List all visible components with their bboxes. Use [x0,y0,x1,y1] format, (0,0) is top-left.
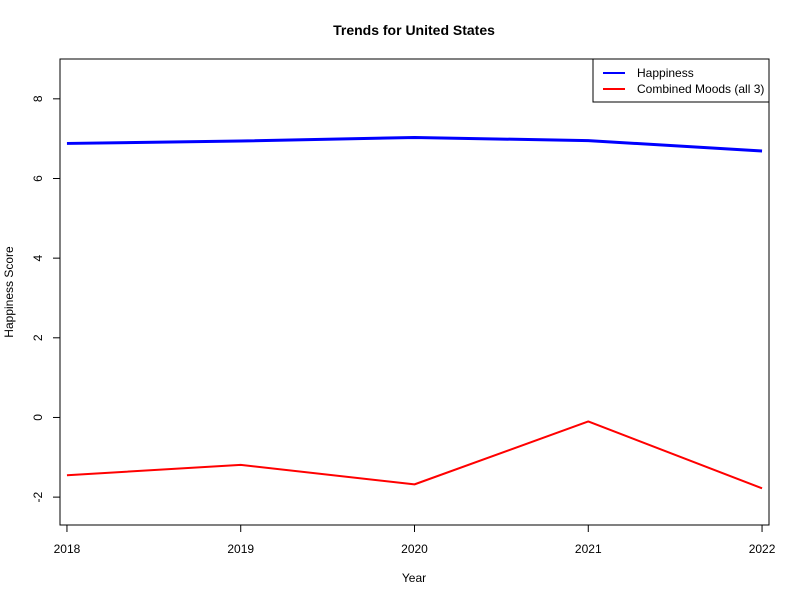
legend-label: Combined Moods (all 3) [637,82,764,96]
series-layer [66,135,763,490]
y-tick-label: 6 [31,175,45,182]
x-tick-label: 2020 [401,542,428,556]
y-tick-label: 2 [31,334,45,341]
x-tick-label: 2022 [749,542,776,556]
y-tick-label: 4 [31,254,45,261]
y-axis: -2 0 2 4 6 8 [31,95,60,502]
x-tick-label: 2019 [227,542,254,556]
y-tick-label: 0 [31,414,45,421]
series-line-happiness [66,135,763,153]
legend-label: Happiness [637,66,694,80]
y-tick-label: -2 [31,491,45,502]
chart-title: Trends for United States [333,22,495,38]
plot-frame [59,58,770,526]
x-axis: 2018 2019 2020 2021 2022 [54,525,776,556]
legend: Happiness Combined Moods (all 3) [592,58,770,103]
x-tick-label: 2021 [575,542,602,556]
series-line-combined-moods [66,420,763,490]
legend-box [592,58,770,103]
x-axis-title: Year [402,571,426,585]
x-tick-label: 2018 [54,542,81,556]
y-tick-label: 8 [31,95,45,102]
y-axis-title: Happiness Score [2,246,16,338]
